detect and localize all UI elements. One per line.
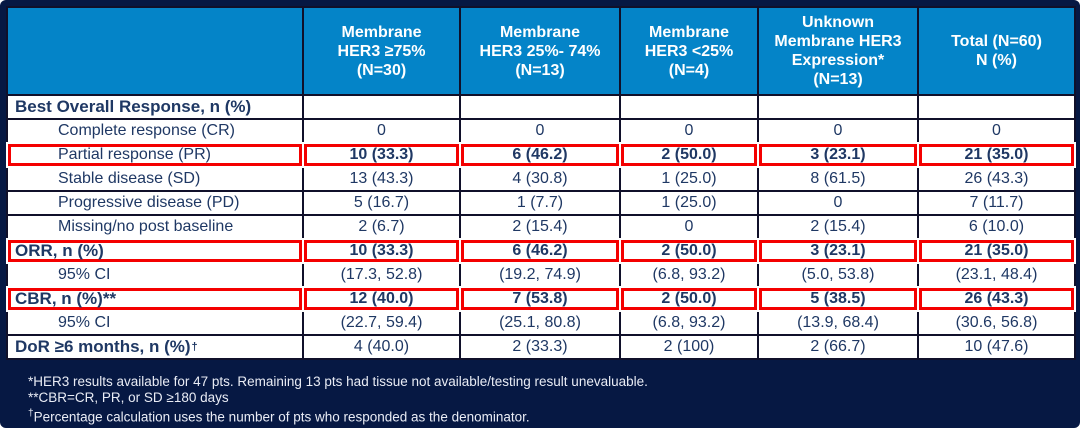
- value-cell: 26 (43.3): [919, 168, 1074, 190]
- value-cell-highlighted: 10 (33.3): [302, 142, 461, 168]
- header-cell-unknown: Unknown Membrane HER3 Expression* (N=13): [759, 8, 917, 94]
- value-cell: [919, 96, 1074, 118]
- value-cell: 0: [759, 120, 917, 142]
- value-cell: 0: [461, 120, 619, 142]
- value-cell-highlighted: 12 (40.0): [302, 286, 461, 312]
- value-cell: (13.9, 68.4): [759, 312, 917, 334]
- value-cell: 2 (33.3): [461, 336, 619, 358]
- value-cell: 6 (10.0): [919, 216, 1074, 238]
- row-label: Complete response (CR): [8, 120, 302, 142]
- value-cell-highlighted: 26 (43.3): [917, 286, 1076, 312]
- footnote-marker: *: [28, 374, 34, 389]
- value-cell-highlighted: 6 (46.2): [459, 238, 621, 264]
- footnote-marker: †: [28, 408, 34, 419]
- row-label: Missing/no post baseline: [8, 216, 302, 238]
- value-cell-highlighted: 10 (33.3): [302, 238, 461, 264]
- value-cell: [759, 96, 917, 118]
- value-cell: 1 (25.0): [621, 192, 757, 214]
- value-cell: [304, 96, 459, 118]
- footnote: †Percentage calculation uses the number …: [28, 406, 648, 426]
- row-label: Best Overall Response, n (%): [8, 96, 302, 118]
- response-table: Membrane HER3 ≥75% (N=30) Membrane HER3 …: [6, 6, 1076, 360]
- row-label: 95% CI: [8, 312, 302, 334]
- row-label: DoR ≥6 months, n (%) †: [8, 336, 302, 358]
- value-cell: (5.0, 53.8): [759, 264, 917, 286]
- value-cell: (17.3, 52.8): [304, 264, 459, 286]
- value-cell: 1 (7.7): [461, 192, 619, 214]
- row-label-highlighted: ORR, n (%): [6, 238, 304, 264]
- value-cell: (6.8, 93.2): [621, 264, 757, 286]
- value-cell: [621, 96, 757, 118]
- value-cell: (6.8, 93.2): [621, 312, 757, 334]
- footnote-text: Percentage calculation uses the number o…: [33, 409, 530, 425]
- value-cell-highlighted: 2 (50.0): [619, 286, 759, 312]
- value-cell: 2 (66.7): [759, 336, 917, 358]
- value-cell-highlighted: 2 (50.0): [619, 238, 759, 264]
- header-cell-her3-ge75: Membrane HER3 ≥75% (N=30): [304, 8, 459, 94]
- value-cell: (19.2, 74.9): [461, 264, 619, 286]
- value-cell: 0: [304, 120, 459, 142]
- value-cell: 1 (25.0): [621, 168, 757, 190]
- row-label: Progressive disease (PD): [8, 192, 302, 214]
- footnote: **CBR=CR, PR, or SD ≥180 days: [28, 390, 648, 406]
- value-cell: 2 (15.4): [759, 216, 917, 238]
- value-cell: 7 (11.7): [919, 192, 1074, 214]
- header-cell-total: Total (N=60) N (%): [919, 8, 1074, 94]
- row-label: Stable disease (SD): [8, 168, 302, 190]
- value-cell-highlighted: 21 (35.0): [917, 238, 1076, 264]
- value-cell: [461, 96, 619, 118]
- row-label: 95% CI: [8, 264, 302, 286]
- value-cell: 0: [621, 216, 757, 238]
- value-cell-highlighted: 5 (38.5): [757, 286, 919, 312]
- value-cell: 0: [919, 120, 1074, 142]
- value-cell-highlighted: 7 (53.8): [459, 286, 621, 312]
- value-cell-highlighted: 21 (35.0): [917, 142, 1076, 168]
- value-cell: (23.1, 48.4): [919, 264, 1074, 286]
- value-cell-highlighted: 3 (23.1): [757, 238, 919, 264]
- value-cell: 5 (16.7): [304, 192, 459, 214]
- value-cell: 2 (100): [621, 336, 757, 358]
- value-cell-highlighted: 2 (50.0): [619, 142, 759, 168]
- value-cell: 2 (15.4): [461, 216, 619, 238]
- header-cell-her3-25-74: Membrane HER3 25%- 74% (N=13): [461, 8, 619, 94]
- value-cell: 0: [759, 192, 917, 214]
- footnote-marker: **: [28, 390, 39, 405]
- value-cell: 2 (6.7): [304, 216, 459, 238]
- value-cell: 10 (47.6): [919, 336, 1074, 358]
- value-cell-highlighted: 6 (46.2): [459, 142, 621, 168]
- header-cell-empty: [8, 8, 302, 94]
- row-label-highlighted: CBR, n (%)**: [6, 286, 304, 312]
- footnotes-block: *HER3 results available for 47 pts. Rema…: [28, 374, 648, 426]
- value-cell: 13 (43.3): [304, 168, 459, 190]
- value-cell: (25.1, 80.8): [461, 312, 619, 334]
- row-label-highlighted: Partial response (PR): [6, 142, 304, 168]
- footnote: *HER3 results available for 47 pts. Rema…: [28, 374, 648, 390]
- header-cell-her3-lt25: Membrane HER3 <25% (N=4): [621, 8, 757, 94]
- value-cell: 4 (40.0): [304, 336, 459, 358]
- value-cell: 4 (30.8): [461, 168, 619, 190]
- footnote-text: HER3 results available for 47 pts. Remai…: [33, 374, 648, 389]
- value-cell: (22.7, 59.4): [304, 312, 459, 334]
- value-cell-highlighted: 3 (23.1): [757, 142, 919, 168]
- value-cell: (30.6, 56.8): [919, 312, 1074, 334]
- value-cell: 8 (61.5): [759, 168, 917, 190]
- row-label-text: DoR ≥6 months, n (%): [15, 337, 191, 356]
- footnote-text: CBR=CR, PR, or SD ≥180 days: [38, 390, 229, 405]
- value-cell: 0: [621, 120, 757, 142]
